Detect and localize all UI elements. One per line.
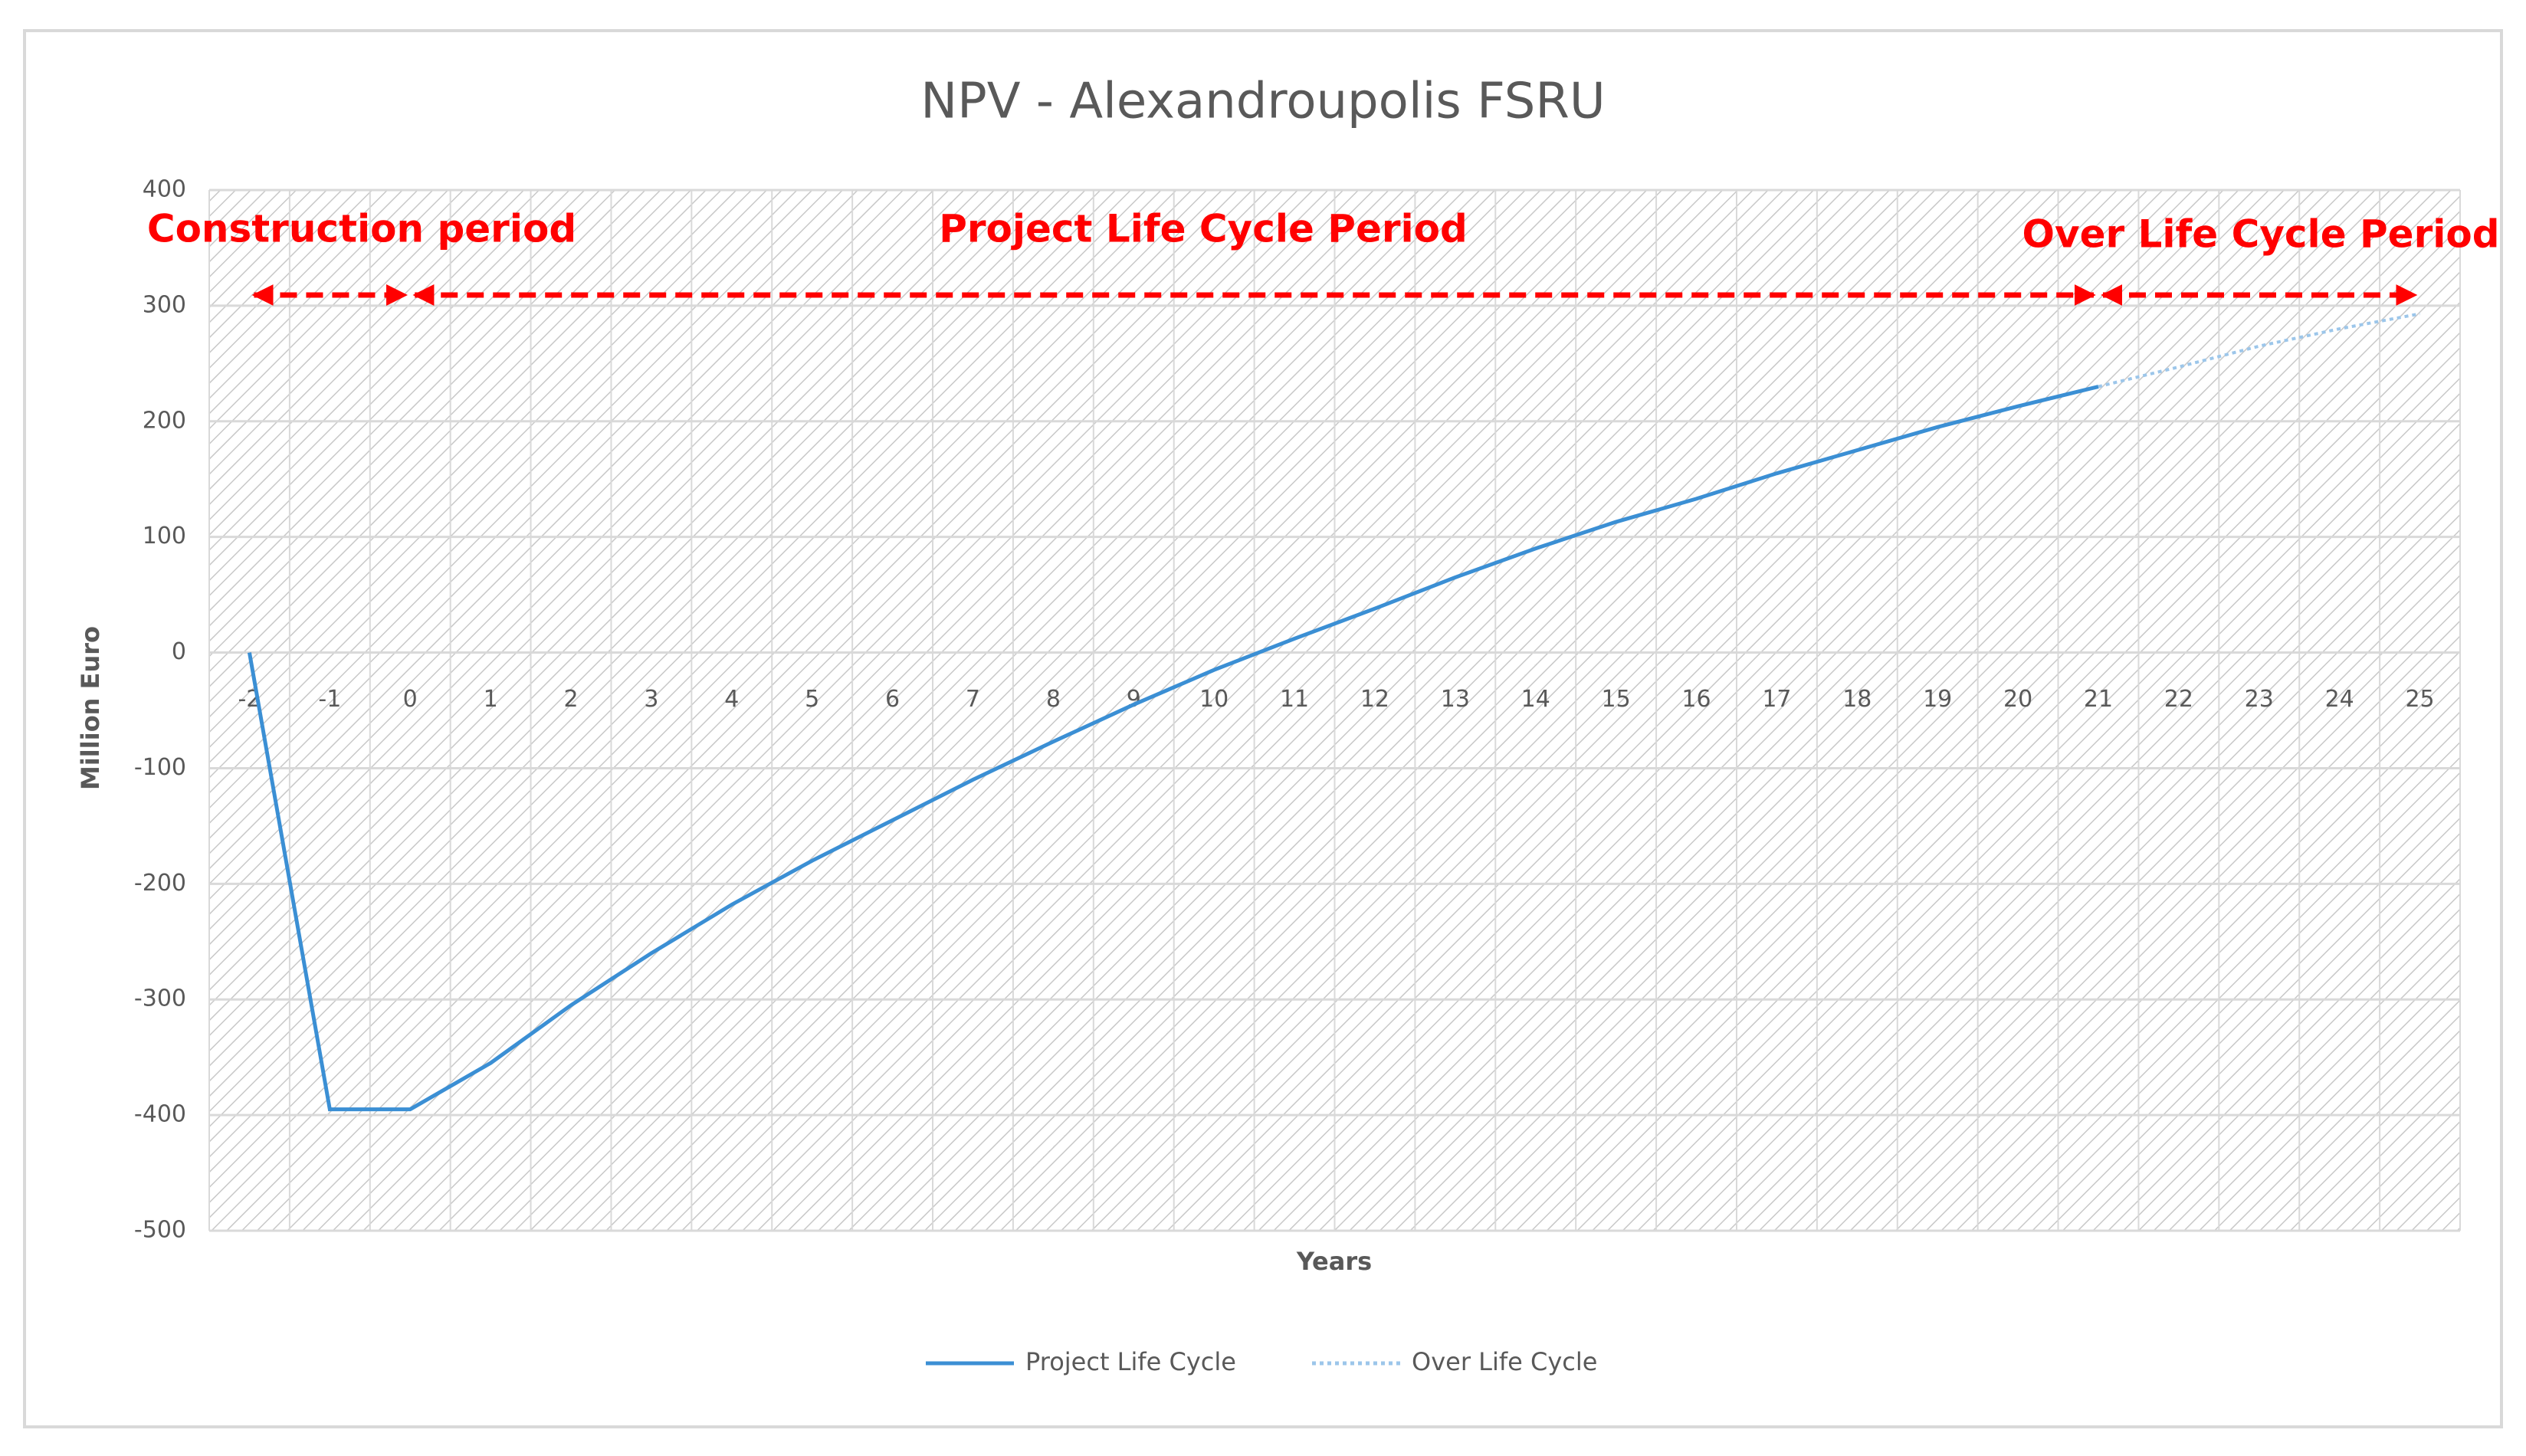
x-tick-label: 0 (403, 686, 418, 713)
y-tick-label: -200 (134, 870, 186, 897)
x-tick-label: 25 (2405, 686, 2434, 713)
x-tick-label: 3 (644, 686, 658, 713)
data-line (2098, 312, 2420, 389)
x-tick-label: 20 (2003, 686, 2032, 713)
x-tick-label: 17 (1762, 686, 1791, 713)
x-tick-label: 16 (1681, 686, 1711, 713)
x-tick-label: 5 (805, 686, 819, 713)
y-tick-label: 300 (143, 291, 186, 318)
x-tick-label: 18 (1842, 686, 1872, 713)
y-tick-label: -100 (134, 754, 186, 781)
x-tick-label: 23 (2245, 686, 2274, 713)
x-axis-title: Years (1296, 1247, 1372, 1276)
annotation: Over Life Cycle Period (2022, 212, 2499, 257)
x-tick-label: 2 (563, 686, 578, 713)
x-tick-label: 13 (1441, 686, 1470, 713)
x-tick-label: 19 (1923, 686, 1952, 713)
x-tick-label: 14 (1521, 686, 1550, 713)
legend-label: Project Life Cycle (1025, 1347, 1236, 1376)
x-tick-label: -1 (318, 686, 341, 713)
y-tick-label: -300 (134, 985, 186, 1012)
x-tick-label: 10 (1199, 686, 1229, 713)
x-tick-label: 7 (966, 686, 980, 713)
annotation: Project Life Cycle Period (939, 207, 1468, 251)
y-tick-label: 200 (143, 407, 186, 434)
x-tick-label: 6 (885, 686, 900, 713)
legend-label: Over Life Cycle (1412, 1347, 1597, 1376)
chart-title: NPV - Alexandroupolis FSRU (920, 74, 1605, 130)
x-tick-label: 4 (724, 686, 739, 713)
x-tick-label: 24 (2325, 686, 2354, 713)
x-tick-label: 1 (484, 686, 498, 713)
x-tick-label: 8 (1046, 686, 1061, 713)
x-tick-label: 15 (1602, 686, 1631, 713)
data-line (247, 385, 2099, 1112)
y-axis-title: Million Euro (76, 626, 105, 790)
y-tick-label: -400 (134, 1101, 186, 1128)
x-tick-label: 22 (2164, 686, 2193, 713)
y-tick-label: 0 (172, 638, 186, 665)
y-tick-label: 100 (143, 523, 186, 549)
y-tick-label: -500 (134, 1217, 186, 1244)
y-tick-label: 400 (143, 176, 186, 203)
x-tick-label: 21 (2084, 686, 2113, 713)
x-tick-label: 11 (1280, 686, 1309, 713)
x-tick-label: 12 (1360, 686, 1389, 713)
annotation: Construction period (147, 207, 576, 251)
